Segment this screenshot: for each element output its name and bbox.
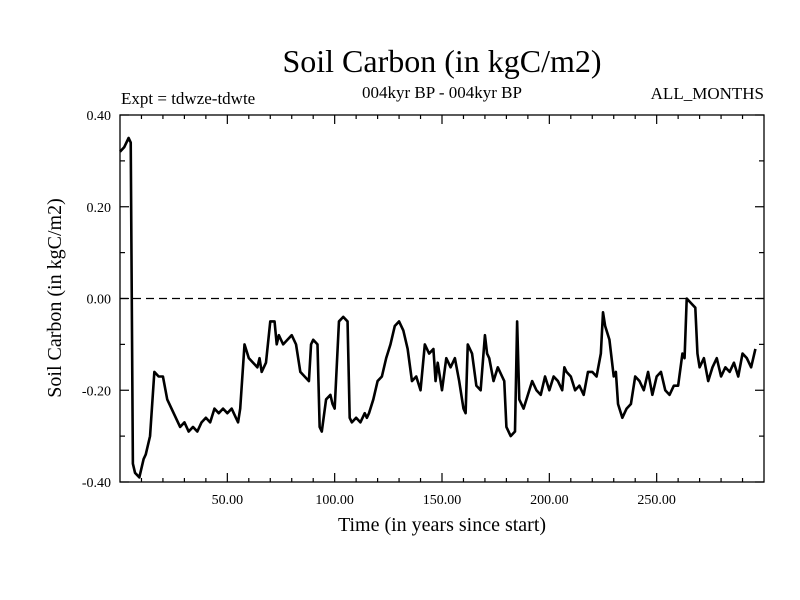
- x-tick-label: 150.00: [423, 493, 462, 508]
- x-tick-label: 50.00: [212, 493, 244, 508]
- plot-frame: [119, 114, 765, 483]
- months-label: ALL_MONTHS: [651, 84, 764, 103]
- y-tick-label: 0.00: [87, 293, 112, 308]
- y-tick-label: 0.20: [87, 201, 112, 216]
- y-axis-label: Soil Carbon (in kgC/m2): [44, 198, 66, 397]
- chart-subtitle: 004kyr BP - 004kyr BP: [362, 83, 522, 102]
- x-axis-label: Time (in years since start): [338, 514, 546, 536]
- chart-title: Soil Carbon (in kgC/m2): [282, 43, 601, 79]
- x-tick-label: 200.00: [530, 493, 569, 508]
- x-tick-label: 100.00: [315, 493, 354, 508]
- y-tick-label: 0.40: [87, 109, 112, 124]
- y-tick-label: -0.40: [82, 476, 111, 491]
- experiment-label: Expt = tdwze-tdwte: [121, 89, 255, 108]
- tick-labels: 50.00 100.00 150.00 200.00 250.00 0.40 0.20 0.0…: [82, 109, 676, 508]
- y-tick-label: -0.20: [82, 384, 111, 399]
- x-tick-label: 250.00: [637, 493, 676, 508]
- soil-carbon-series-line: [119, 136, 757, 479]
